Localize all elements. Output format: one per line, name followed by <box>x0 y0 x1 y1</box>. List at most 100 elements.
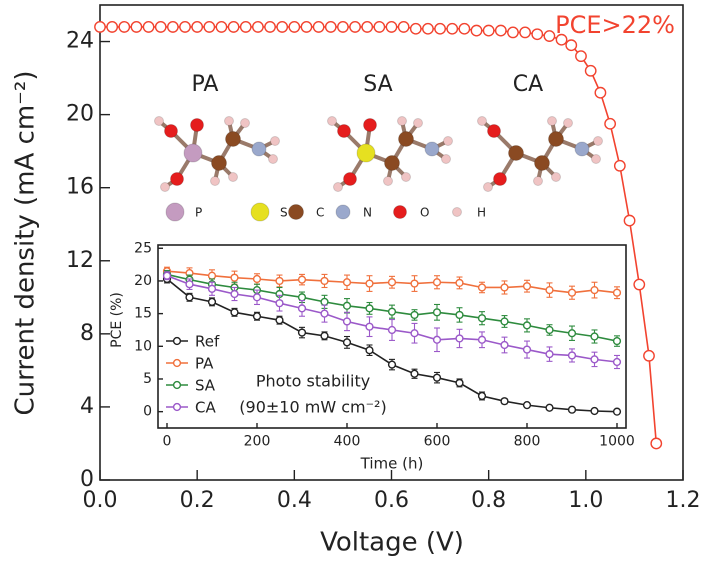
data-point <box>324 21 337 33</box>
x-tick-label: 400 <box>334 433 361 449</box>
data-point <box>185 280 194 289</box>
atom <box>240 118 250 128</box>
data-point <box>567 351 577 360</box>
data-point <box>507 26 519 39</box>
atom <box>183 143 203 163</box>
data-point <box>612 336 622 346</box>
atom <box>548 131 564 147</box>
data-point <box>567 288 577 297</box>
data-point <box>185 293 194 302</box>
atom-legend-swatch <box>165 202 185 222</box>
x-tick-label: 1.2 <box>666 488 701 513</box>
data-point <box>203 21 216 33</box>
atom <box>533 176 543 186</box>
atom <box>398 131 414 147</box>
data-point <box>590 406 599 416</box>
data-point <box>584 64 597 77</box>
data-point <box>455 378 464 388</box>
data-point <box>300 21 313 33</box>
x-tick-label: 1000 <box>599 433 635 449</box>
data-point <box>337 21 349 33</box>
molecule-label: CA <box>513 72 543 97</box>
data-point <box>297 293 307 302</box>
data-point <box>387 325 397 335</box>
data-point <box>633 278 646 291</box>
data-point <box>365 304 374 313</box>
atom <box>441 154 451 164</box>
data-point <box>361 21 374 33</box>
y-tick-label: 0 <box>143 404 152 420</box>
data-point <box>342 301 352 310</box>
y-tick-label: 10 <box>134 338 152 354</box>
y-tick-label: 4 <box>80 394 94 419</box>
data-point <box>320 276 329 286</box>
data-point <box>565 39 578 52</box>
data-point <box>166 21 179 33</box>
atom <box>337 124 351 138</box>
atom <box>211 155 227 171</box>
data-point <box>179 21 191 33</box>
data-point <box>482 24 495 37</box>
legend-marker <box>172 336 182 346</box>
atom <box>508 145 524 161</box>
data-point <box>458 22 471 35</box>
data-point <box>545 350 554 359</box>
y-axis-label: PCE (%) <box>109 292 125 348</box>
data-point <box>531 28 544 41</box>
legend-marker <box>172 380 182 390</box>
atom <box>574 141 590 157</box>
data-point <box>251 21 264 33</box>
atom-legend-label: H <box>477 206 486 220</box>
atom-legend-swatch <box>393 205 407 219</box>
data-point <box>275 276 284 286</box>
data-point <box>545 325 554 335</box>
molecule-label: SA <box>363 72 392 97</box>
atom <box>563 118 573 128</box>
data-point <box>522 321 532 330</box>
x-tick-label: 0.6 <box>374 488 409 513</box>
data-point <box>207 284 217 293</box>
atom-legend-label: N <box>363 206 372 220</box>
data-point <box>94 21 106 33</box>
x-tick-label: 0 <box>163 433 172 449</box>
atom <box>593 136 603 146</box>
atom-legend-swatch <box>335 204 351 220</box>
atom <box>397 116 407 126</box>
data-point <box>385 21 398 33</box>
atom-legend-swatch <box>452 207 462 217</box>
y-tick-label: 16 <box>66 175 94 200</box>
data-point <box>555 33 568 46</box>
data-point <box>227 21 240 33</box>
data-point <box>455 278 464 288</box>
atom <box>384 155 400 171</box>
data-point <box>410 369 419 378</box>
data-point <box>455 334 464 343</box>
data-point <box>252 312 262 321</box>
atom <box>424 141 440 157</box>
atom <box>343 172 357 186</box>
data-point <box>297 328 307 337</box>
data-point <box>215 21 228 33</box>
atom <box>170 172 184 186</box>
data-point <box>410 329 419 338</box>
data-point <box>477 314 487 323</box>
atom <box>225 131 241 147</box>
atom <box>228 172 238 182</box>
data-point <box>297 304 307 313</box>
data-point <box>500 340 509 350</box>
data-point <box>612 357 622 367</box>
atom <box>210 176 220 186</box>
data-point <box>612 407 622 416</box>
atom <box>160 182 170 192</box>
y-tick-label: 5 <box>143 371 152 387</box>
data-point <box>154 21 167 33</box>
data-point <box>545 403 554 412</box>
atom <box>164 124 178 138</box>
data-point <box>623 214 636 227</box>
data-point <box>320 331 329 340</box>
data-point <box>397 21 410 33</box>
data-point <box>432 308 442 317</box>
legend-label: SA <box>195 377 216 395</box>
data-point <box>252 274 262 284</box>
